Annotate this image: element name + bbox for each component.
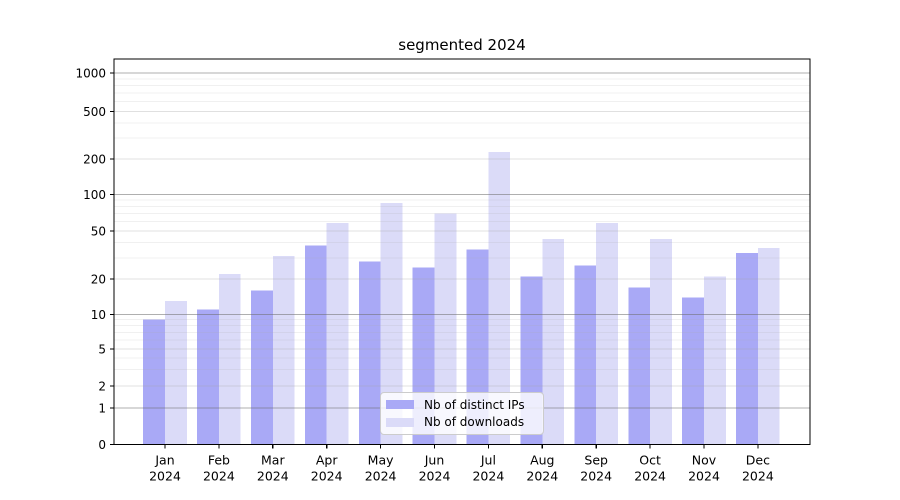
x-tick-label-year-may: 2024: [365, 469, 397, 484]
x-tick-label-month-aug: Aug: [530, 453, 554, 468]
legend-item-distinct-ips: Nb of distinct IPs: [386, 396, 536, 413]
y-tick-label-500: 500: [83, 105, 106, 119]
y-tick-label-1: 1: [98, 401, 106, 415]
x-tick-label-year-oct: 2024: [634, 469, 666, 484]
bar-downloads-jul: [488, 151, 511, 445]
bar-distinct-ips-dec: [736, 252, 758, 445]
bar-downloads-feb: [218, 274, 241, 445]
bar-distinct-ips-oct: [628, 287, 651, 445]
bar-downloads-oct: [650, 238, 672, 445]
y-tick-label-50: 50: [91, 224, 106, 238]
y-tick-label-1000: 1000: [75, 66, 106, 80]
bar-distinct-ips-jan: [143, 319, 165, 445]
x-tick-label-year-jan: 2024: [149, 469, 181, 484]
y-tick-label-100: 100: [83, 188, 106, 202]
x-tick-label-month-jan: Jan: [154, 453, 174, 468]
legend-swatch-downloads: [386, 417, 414, 427]
x-tick-label-month-nov: Nov: [692, 453, 717, 468]
x-tick-label-year-apr: 2024: [311, 469, 343, 484]
bar-distinct-ips-may: [358, 261, 381, 445]
x-tick-label-month-oct: Oct: [639, 453, 661, 468]
bar-downloads-may: [380, 203, 403, 445]
y-tick-label-200: 200: [83, 152, 106, 166]
y-tick-label-5: 5: [98, 342, 106, 356]
x-tick-label-year-dec: 2024: [742, 469, 774, 484]
legend-swatch-distinct-ips: [386, 400, 414, 410]
x-tick-label-month-jul: Jul: [480, 453, 496, 468]
legend: Nb of distinct IPs Nb of downloads: [380, 392, 544, 435]
bar-downloads-sep: [596, 223, 618, 445]
legend-label-distinct-ips: Nb of distinct IPs: [424, 397, 525, 412]
x-tick-label-year-nov: 2024: [688, 469, 720, 484]
x-tick-label-month-apr: Apr: [316, 453, 338, 468]
y-tick-label-20: 20: [91, 272, 106, 286]
bar-distinct-ips-mar: [251, 290, 273, 445]
legend-label-downloads: Nb of downloads: [424, 415, 525, 430]
bar-distinct-ips-feb: [197, 309, 219, 445]
chart-title: segmented 2024: [398, 36, 526, 54]
bar-downloads-aug: [542, 238, 565, 445]
x-tick-label-year-jun: 2024: [419, 469, 451, 484]
x-tick-label-month-mar: Mar: [261, 453, 285, 468]
x-tick-label-year-aug: 2024: [526, 469, 558, 484]
y-tick-label-10: 10: [91, 308, 106, 322]
x-tick-label-month-dec: Dec: [746, 453, 770, 468]
bar-downloads-dec: [757, 248, 780, 445]
x-tick-label-year-sep: 2024: [580, 469, 612, 484]
bar-downloads-jun: [434, 213, 457, 445]
bar-downloads-jan: [165, 301, 187, 445]
x-tick-label-year-feb: 2024: [203, 469, 235, 484]
x-tick-label-month-may: May: [368, 453, 394, 468]
y-tick-label-0: 0: [98, 438, 106, 452]
x-tick-label-year-mar: 2024: [257, 469, 289, 484]
bar-downloads-apr: [326, 223, 349, 445]
x-tick-label-month-sep: Sep: [584, 453, 608, 468]
bar-distinct-ips-sep: [574, 265, 597, 445]
y-tick-label-2: 2: [98, 379, 106, 393]
bar-distinct-ips-apr: [304, 245, 327, 445]
x-tick-label-year-jul: 2024: [472, 469, 504, 484]
legend-item-downloads: Nb of downloads: [386, 414, 536, 431]
bar-downloads-nov: [704, 276, 726, 445]
x-tick-label-month-jun: Jun: [424, 453, 445, 468]
x-tick-label-month-feb: Feb: [208, 453, 230, 468]
plot-box: [113, 58, 811, 446]
bar-downloads-mar: [272, 256, 295, 445]
